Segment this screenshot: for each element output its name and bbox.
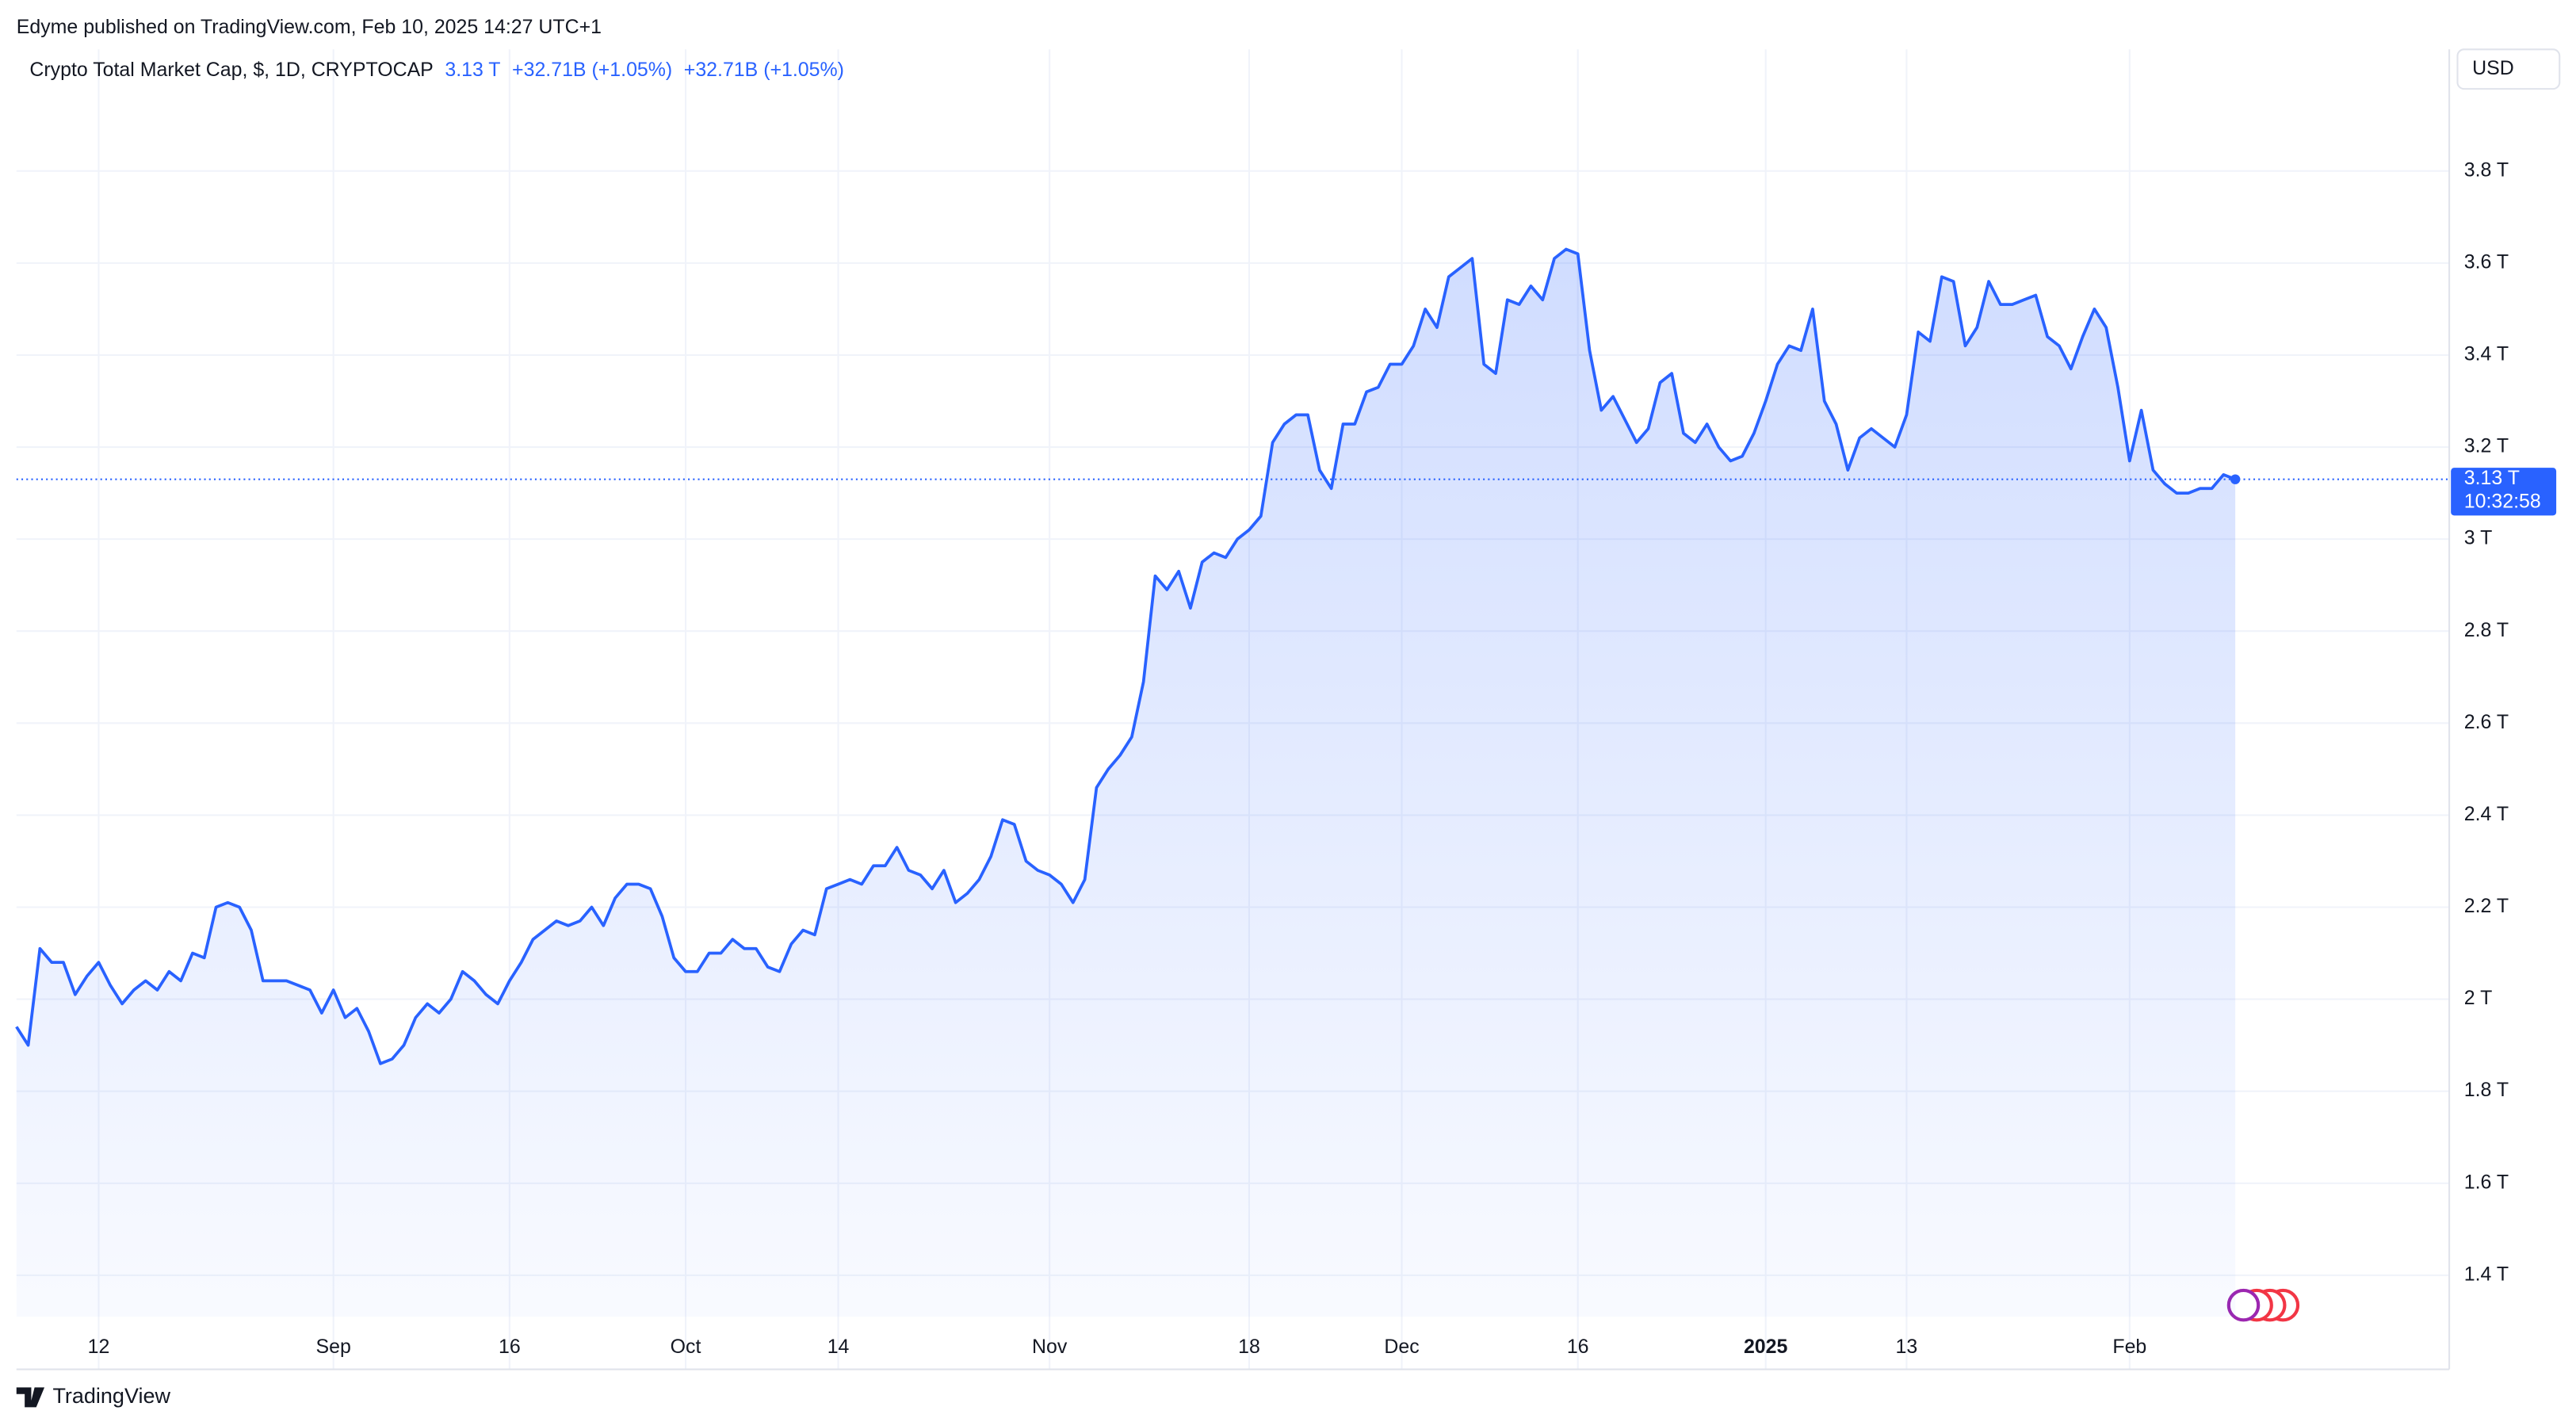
y-tick-label: 2 T [2464,987,2493,1009]
currency[interactable]: USD [2472,57,2514,79]
last-value: 3.13 T [445,59,500,81]
price-line [15,247,2236,1065]
currency-button[interactable] [2456,48,2561,90]
y-tick-label: 2.8 T [2464,619,2509,641]
y-tick-label: 1.4 T [2464,1263,2509,1285]
y-tick-label: 3.8 T [2464,159,2509,181]
x-tick-label: Sep [316,1336,351,1358]
brand-logo [16,1387,45,1408]
x-tick-label: Nov [1032,1336,1068,1358]
x-tick-label: 2025 [1744,1336,1788,1358]
x-tick-label: Feb [2112,1336,2146,1358]
price-badge-value: 3.13 T [2464,467,2520,489]
x-tick-label: 16 [1567,1336,1589,1358]
price-badge [2451,468,2557,516]
symbol-title: Crypto Total Market Cap, $, 1D, CRYPTOCA… [29,59,433,81]
y-tick-label: 3 T [2464,527,2493,549]
y-tick-label: 2.2 T [2464,895,2509,917]
x-tick-label: 12 [88,1336,110,1358]
y-tick-label: 3.2 T [2464,435,2509,457]
x-tick-label: 14 [827,1336,850,1358]
last-point [2230,474,2241,484]
x-tick-label: 16 [499,1336,521,1358]
x-tick-label: Dec [1384,1336,1419,1358]
x-tick-label: Oct [671,1336,701,1358]
brand: TradingView [16,1384,170,1408]
x-tick-label: 13 [1896,1336,1918,1358]
x-tick-label: 18 [1238,1336,1260,1358]
y-tick-label: 1.8 T [2464,1079,2509,1101]
area-fill [16,249,2236,1317]
change: +32.71B (+1.05%) [512,59,672,81]
y-tick-label: 2.6 T [2464,711,2509,733]
brand-name: TradingView [52,1384,170,1408]
y-tick-label: 3.6 T [2464,250,2509,273]
change: +32.71B (+1.05%) [684,59,844,81]
event-icons [2226,1288,2300,1322]
published-note: Edyme published on TradingView.com, Feb … [17,16,602,38]
legend: Crypto Total Market Cap, $, 1D, CRYPTOCA… [29,59,844,81]
y-tick-label: 3.4 T [2464,343,2509,365]
y-tick-label: 1.6 T [2464,1171,2509,1193]
y-tick-label: 2.4 T [2464,803,2509,825]
price-badge-countdown: 10:32:58 [2464,490,2541,512]
